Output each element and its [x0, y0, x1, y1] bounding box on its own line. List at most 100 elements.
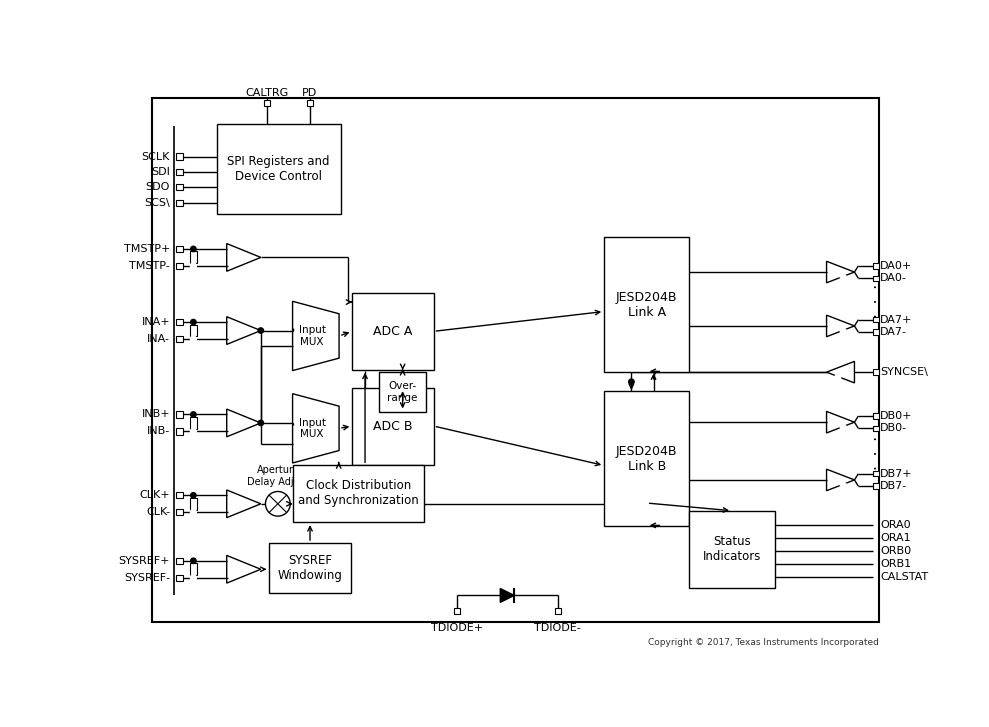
Text: SDO: SDO: [145, 182, 170, 193]
Text: INB-: INB-: [147, 427, 170, 436]
Bar: [873, 276, 879, 281]
Bar: [454, 608, 460, 614]
Text: SYNCSE\: SYNCSE\: [880, 367, 928, 377]
Bar: [264, 100, 270, 105]
Bar: [176, 184, 183, 190]
Bar: [217, 124, 340, 214]
Bar: [176, 169, 183, 175]
Text: DB7+: DB7+: [880, 469, 913, 479]
Circle shape: [190, 336, 197, 342]
Bar: [176, 246, 183, 252]
Circle shape: [835, 374, 841, 381]
Text: INB+: INB+: [141, 409, 170, 419]
Text: Status
Indicators: Status Indicators: [703, 535, 762, 563]
Bar: [176, 492, 183, 499]
Text: Copyright © 2017, Texas Instruments Incorporated: Copyright © 2017, Texas Instruments Inco…: [649, 638, 879, 647]
Bar: [873, 329, 879, 335]
Bar: [190, 325, 197, 337]
Bar: [190, 417, 197, 429]
Circle shape: [190, 574, 197, 581]
Circle shape: [191, 493, 196, 498]
Bar: [176, 319, 183, 325]
Text: INA+: INA+: [141, 317, 170, 327]
Text: INA-: INA-: [147, 334, 170, 344]
Text: DA7+: DA7+: [880, 315, 913, 325]
Text: ADC A: ADC A: [373, 325, 412, 338]
Bar: [269, 543, 351, 593]
Text: SPI Registers and
Device Control: SPI Registers and Device Control: [227, 156, 330, 183]
Text: DA0-: DA0-: [880, 273, 907, 284]
Bar: [873, 263, 879, 268]
Bar: [873, 471, 879, 476]
Circle shape: [258, 420, 263, 425]
Bar: [380, 372, 426, 412]
Circle shape: [841, 425, 847, 430]
Text: JESD204B
Link B: JESD204B Link B: [616, 445, 677, 473]
Text: SCLK: SCLK: [141, 151, 170, 161]
Circle shape: [258, 328, 263, 333]
Text: CLK-: CLK-: [146, 507, 170, 518]
Bar: [873, 369, 879, 375]
Bar: [873, 414, 879, 419]
Text: DB7-: DB7-: [880, 481, 907, 491]
Circle shape: [841, 482, 847, 489]
Bar: [190, 563, 197, 575]
Circle shape: [191, 319, 196, 325]
Text: Clock Distribution
and Synchronization: Clock Distribution and Synchronization: [298, 479, 418, 507]
Bar: [555, 608, 561, 614]
Text: DA0+: DA0+: [880, 261, 912, 271]
Circle shape: [841, 274, 847, 281]
Bar: [873, 317, 879, 323]
Text: TMSTP-: TMSTP-: [130, 261, 170, 271]
Text: TDIODE+: TDIODE+: [431, 623, 483, 633]
Circle shape: [190, 262, 197, 269]
Bar: [176, 153, 183, 160]
Text: SYSREF
Windowing: SYSREF Windowing: [278, 554, 342, 582]
Circle shape: [190, 428, 197, 435]
Text: CALSTAT: CALSTAT: [880, 572, 928, 582]
Circle shape: [191, 558, 196, 563]
Text: CLK+: CLK+: [139, 490, 170, 500]
Text: SDI: SDI: [151, 167, 170, 177]
Text: JESD204B
Link A: JESD204B Link A: [616, 291, 677, 318]
Bar: [176, 574, 183, 581]
Text: SYSREF-: SYSREF-: [124, 573, 170, 583]
Bar: [352, 387, 433, 465]
Bar: [176, 428, 183, 435]
Text: SYSREF+: SYSREF+: [119, 555, 170, 566]
Bar: [176, 558, 183, 564]
Bar: [873, 483, 879, 489]
Bar: [176, 411, 183, 417]
Circle shape: [191, 246, 196, 252]
Text: ORA0: ORA0: [880, 520, 911, 529]
Text: Aperture
Delay Adjust: Aperture Delay Adjust: [247, 465, 309, 487]
Text: CALTRG: CALTRG: [245, 89, 289, 98]
Text: ORA1: ORA1: [880, 533, 911, 542]
Text: ORB1: ORB1: [880, 559, 911, 569]
Text: SCS\: SCS\: [144, 198, 170, 208]
Bar: [176, 336, 183, 342]
Text: DB0-: DB0-: [880, 423, 907, 433]
Bar: [176, 262, 183, 269]
Circle shape: [191, 411, 196, 417]
Circle shape: [629, 379, 634, 385]
Bar: [352, 293, 433, 370]
Bar: [873, 425, 879, 431]
Text: DB0+: DB0+: [880, 411, 913, 421]
Text: DA7-: DA7-: [880, 327, 907, 337]
Circle shape: [841, 329, 847, 334]
Bar: [307, 100, 313, 105]
Text: ORB0: ORB0: [880, 546, 911, 555]
Bar: [176, 509, 183, 515]
Text: TMSTP+: TMSTP+: [124, 244, 170, 254]
Text: TDIODE-: TDIODE-: [534, 623, 581, 633]
Bar: [190, 498, 197, 510]
Circle shape: [190, 509, 197, 515]
Text: Over-
range: Over- range: [388, 382, 417, 403]
Text: ·  ·  ·: · · ·: [870, 284, 885, 318]
Polygon shape: [500, 589, 514, 603]
Bar: [176, 200, 183, 206]
Bar: [604, 238, 689, 372]
Text: ADC B: ADC B: [373, 419, 412, 433]
Text: PD: PD: [302, 89, 317, 98]
